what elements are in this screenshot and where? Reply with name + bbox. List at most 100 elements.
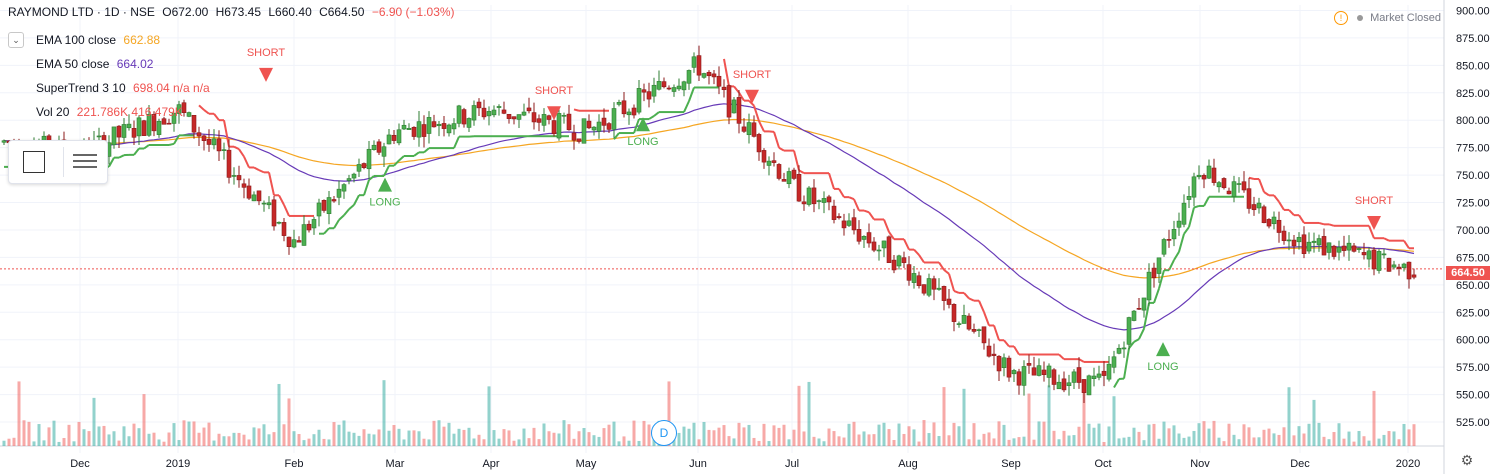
volume-bar xyxy=(483,439,486,446)
supertrend-segment xyxy=(869,212,874,219)
volume-bar xyxy=(513,441,516,446)
candle-body xyxy=(1047,366,1051,377)
volume-bar xyxy=(103,426,106,446)
volume-bar xyxy=(313,434,316,446)
candle-body xyxy=(577,139,581,142)
rectangle-tool-icon[interactable] xyxy=(23,151,45,173)
candle-body xyxy=(1172,229,1176,239)
volume-bar xyxy=(503,429,506,446)
volume-bar xyxy=(1223,441,1226,446)
symbol-title[interactable]: RAYMOND LTD · 1D · NSE xyxy=(8,5,155,19)
candle-body xyxy=(347,179,351,181)
candle-body xyxy=(1077,368,1081,383)
supertrend-segment xyxy=(204,110,209,114)
volume-bar xyxy=(1078,427,1081,446)
volume-bar xyxy=(263,424,266,446)
volume-bar xyxy=(388,431,391,446)
long-signal-label: LONG xyxy=(1147,361,1178,373)
x-tick-label: Aug xyxy=(898,458,918,470)
candle-body xyxy=(677,86,681,89)
volume-bar xyxy=(128,436,131,446)
x-tick-label: Oct xyxy=(1094,458,1111,470)
volume-bar xyxy=(1378,439,1381,446)
supertrend-segment xyxy=(424,148,429,152)
candle-body xyxy=(1122,348,1126,349)
volume-bar xyxy=(348,432,351,446)
volume-bar xyxy=(198,433,201,446)
volume-bar xyxy=(168,433,171,446)
candle-body xyxy=(302,225,306,246)
supertrend-segment xyxy=(119,155,124,157)
candle-body xyxy=(597,122,601,131)
candle-body xyxy=(617,102,621,104)
collapse-legend-button[interactable]: ⌄ xyxy=(8,32,24,48)
supertrend-segment xyxy=(259,170,264,172)
volume-bar xyxy=(1143,440,1146,446)
indicator-volume[interactable]: Vol 20 221.786K 416.479K xyxy=(36,105,183,119)
candle-body xyxy=(392,135,396,140)
volume-bar xyxy=(18,381,21,446)
volume-bar xyxy=(588,432,591,446)
candle-body xyxy=(1087,376,1091,395)
indicator-ema100[interactable]: EMA 100 close 662.88 xyxy=(36,33,160,47)
supertrend-segment xyxy=(284,205,289,216)
candle-body xyxy=(1257,203,1261,208)
candle-body xyxy=(1212,168,1216,183)
volume-bar xyxy=(938,436,941,446)
candle-body xyxy=(947,299,951,304)
indicator-ema50[interactable]: EMA 50 close 664.02 xyxy=(36,57,153,71)
volume-bar xyxy=(148,434,151,446)
supertrend-segment xyxy=(244,157,249,168)
volume-bar xyxy=(1203,421,1206,446)
volume-bar xyxy=(518,439,521,446)
supertrend-segment xyxy=(1079,359,1084,362)
candle-body xyxy=(1232,182,1236,197)
candle-body xyxy=(602,118,606,125)
volume-bar xyxy=(1053,431,1056,446)
volume-bar xyxy=(773,425,776,446)
volume-bar xyxy=(1348,432,1351,446)
candle-body xyxy=(1372,250,1376,269)
supertrend-segment xyxy=(1259,179,1264,192)
volume-bar xyxy=(13,438,16,446)
x-tick-label: Jul xyxy=(785,458,799,470)
volume-bar xyxy=(1323,437,1326,446)
candle-body xyxy=(272,200,276,226)
candle-body xyxy=(682,82,686,90)
candle-body xyxy=(252,195,256,201)
volume-bar xyxy=(1293,435,1296,446)
candle-body xyxy=(137,118,141,136)
volume-bar xyxy=(1313,400,1316,446)
candle-body xyxy=(832,206,836,220)
candle-body xyxy=(507,114,511,118)
supertrend-segment xyxy=(994,325,999,340)
candle-body xyxy=(407,128,411,129)
volume-bar xyxy=(1198,423,1201,446)
volume-bar xyxy=(283,424,286,446)
candle-body xyxy=(1012,370,1016,373)
candle-body xyxy=(1052,370,1056,385)
volume-bar xyxy=(1208,429,1211,446)
volume-bar xyxy=(883,423,886,446)
gear-icon[interactable]: ⚙ xyxy=(1459,452,1475,468)
volume-bar xyxy=(363,429,366,446)
indicator-supertrend[interactable]: SuperTrend 3 10 698.04 n/a n/a xyxy=(36,81,210,95)
supertrend-segment xyxy=(169,144,174,145)
volume-bar xyxy=(463,430,466,446)
volume-bar xyxy=(153,433,156,446)
volume-bar xyxy=(738,423,741,446)
volume-bar xyxy=(848,424,851,446)
candle-body xyxy=(657,81,661,89)
candle-body xyxy=(2,141,6,143)
candle-body xyxy=(702,73,706,77)
volume-bar xyxy=(1163,422,1166,446)
candle-body xyxy=(917,276,921,286)
warning-icon[interactable]: ! xyxy=(1334,11,1348,25)
volume-bar xyxy=(138,428,141,446)
candle-body xyxy=(287,237,291,247)
settings-lines-icon[interactable] xyxy=(71,151,99,171)
candle-body xyxy=(447,125,451,133)
dividend-event-marker[interactable]: D xyxy=(651,420,677,446)
candle-body xyxy=(237,175,241,179)
